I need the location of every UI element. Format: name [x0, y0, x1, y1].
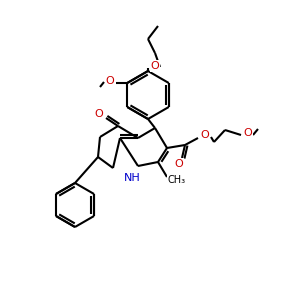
Text: O: O — [244, 128, 252, 138]
Text: O: O — [94, 109, 103, 119]
Text: O: O — [175, 159, 183, 169]
Text: O: O — [201, 130, 209, 140]
Text: CH₃: CH₃ — [168, 175, 186, 185]
Text: NH: NH — [124, 173, 140, 183]
Text: O: O — [106, 76, 114, 86]
Text: O: O — [151, 61, 159, 71]
